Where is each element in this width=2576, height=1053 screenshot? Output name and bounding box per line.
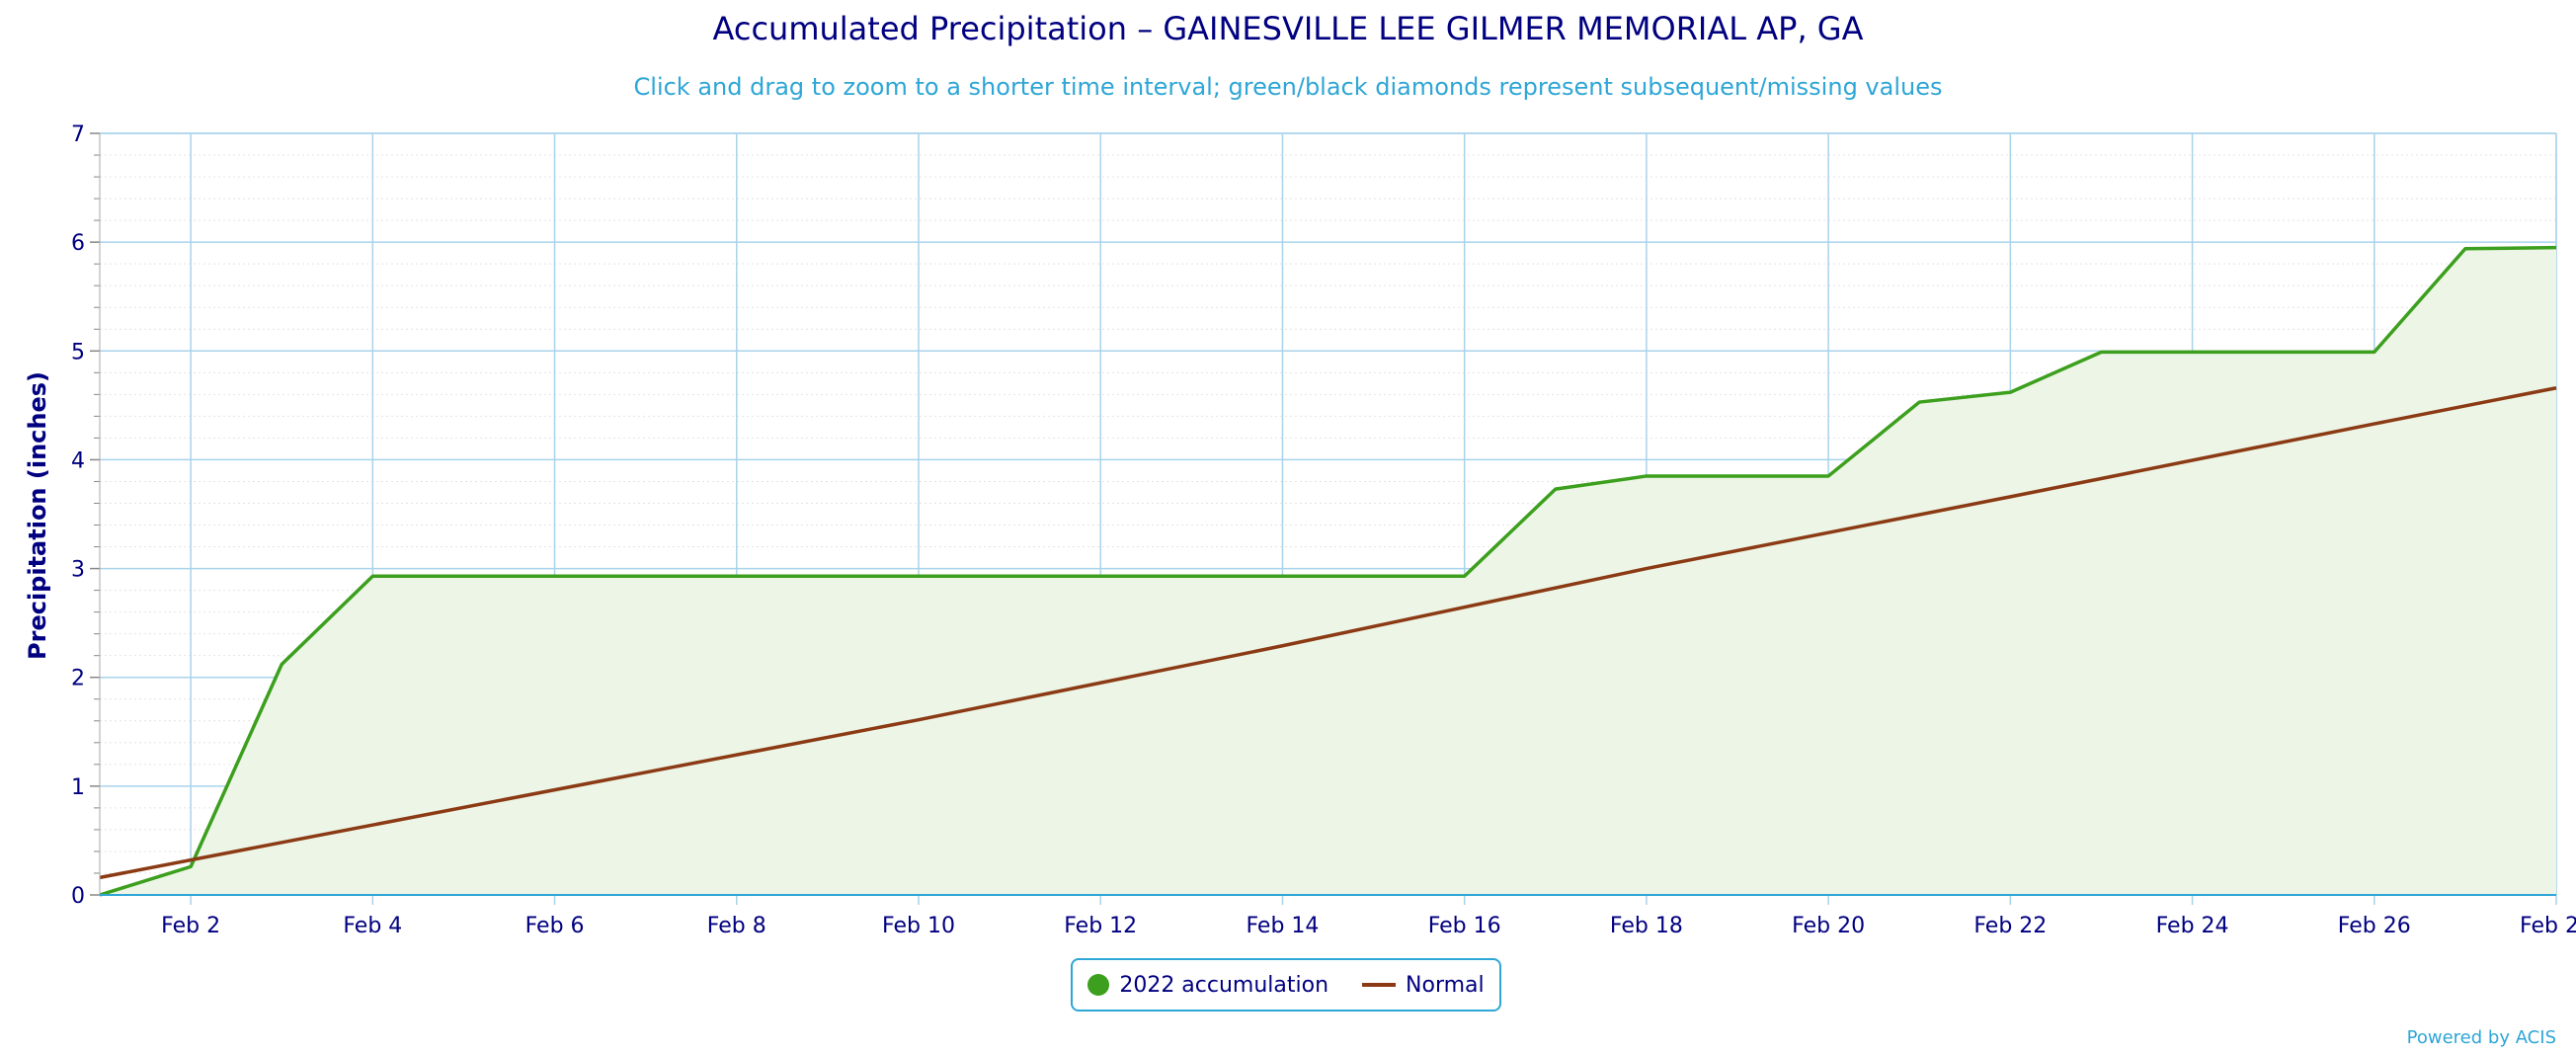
y-tick-label: 3 bbox=[71, 558, 85, 583]
series-line-normal bbox=[99, 386, 2557, 880]
chart-title: Accumulated Precipitation – GAINESVILLE … bbox=[712, 10, 1864, 47]
x-tick-label: Feb 22 bbox=[1973, 914, 2047, 938]
x-tick-label: Feb 14 bbox=[1246, 914, 1319, 938]
series-layer bbox=[99, 245, 2557, 897]
y-tick-label: 2 bbox=[71, 667, 85, 691]
legend-item-normal[interactable]: Normal bbox=[1362, 973, 1485, 998]
legend: 2022 accumulation Normal bbox=[1071, 958, 1501, 1012]
y-tick-label: 0 bbox=[71, 884, 85, 909]
x-tick-label: Feb 24 bbox=[2156, 914, 2229, 938]
powered-by-link[interactable]: Powered by ACIS bbox=[2406, 1027, 2556, 1048]
x-tick-label: Feb 10 bbox=[882, 914, 955, 938]
x-tick-label: Feb 8 bbox=[707, 914, 766, 938]
x-tick-label: Feb 20 bbox=[1792, 914, 1865, 938]
series-line-accumulation bbox=[99, 245, 2557, 897]
y-tick-label: 5 bbox=[71, 340, 85, 364]
legend-line-icon bbox=[1362, 983, 1397, 987]
axis-layer: 0 1 2 3 4 5 6 7 Feb 2 Feb 4 Feb 6 Feb 8 Feb 10 Feb 12… bbox=[71, 122, 2576, 938]
legend-item-accumulation[interactable]: 2022 accumulation bbox=[1087, 973, 1328, 998]
y-axis-title: Precipitation (inches) bbox=[24, 371, 51, 660]
x-tick-label: Feb 12 bbox=[1064, 914, 1137, 938]
legend-dot-icon bbox=[1087, 974, 1110, 996]
x-tick-label: Feb 4 bbox=[343, 914, 402, 938]
legend-label-accumulation: 2022 accumulation bbox=[1119, 972, 1329, 998]
x-tick-label: Feb 28 bbox=[2520, 914, 2576, 938]
x-tick-label: Feb 26 bbox=[2338, 914, 2411, 938]
accumulation-area bbox=[100, 247, 2556, 895]
x-tick-label: Feb 6 bbox=[525, 914, 585, 938]
x-tick-label: Feb 16 bbox=[1428, 914, 1501, 938]
chart-subtitle: Click and drag to zoom to a shorter time… bbox=[633, 73, 1943, 101]
x-tick-label: Feb 2 bbox=[161, 914, 220, 938]
y-tick-label: 6 bbox=[71, 231, 85, 256]
x-tick-label: Feb 18 bbox=[1610, 914, 1683, 938]
y-tick-label: 7 bbox=[71, 122, 85, 147]
y-tick-label: 1 bbox=[71, 775, 85, 800]
y-tick-label: 4 bbox=[71, 448, 85, 473]
legend-label-normal: Normal bbox=[1406, 972, 1485, 998]
